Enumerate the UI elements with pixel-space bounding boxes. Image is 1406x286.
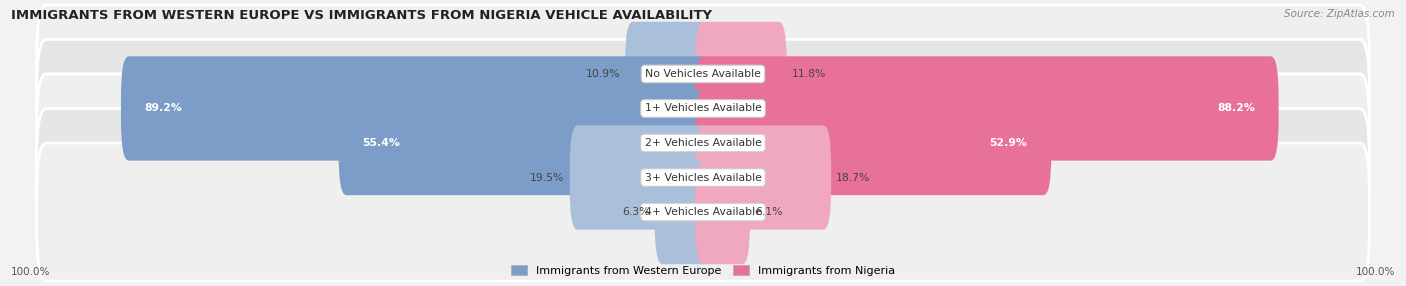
Text: 1+ Vehicles Available: 1+ Vehicles Available (644, 104, 762, 114)
Text: 3+ Vehicles Available: 3+ Vehicles Available (644, 172, 762, 182)
Text: 89.2%: 89.2% (145, 104, 183, 114)
Text: 2+ Vehicles Available: 2+ Vehicles Available (644, 138, 762, 148)
Text: 4+ Vehicles Available: 4+ Vehicles Available (644, 207, 762, 217)
Text: 6.3%: 6.3% (621, 207, 650, 217)
FancyBboxPatch shape (37, 5, 1369, 143)
Text: 6.1%: 6.1% (755, 207, 783, 217)
FancyBboxPatch shape (655, 160, 710, 264)
FancyBboxPatch shape (37, 108, 1369, 247)
Text: 55.4%: 55.4% (363, 138, 401, 148)
Text: IMMIGRANTS FROM WESTERN EUROPE VS IMMIGRANTS FROM NIGERIA VEHICLE AVAILABILITY: IMMIGRANTS FROM WESTERN EUROPE VS IMMIGR… (11, 9, 713, 21)
FancyBboxPatch shape (696, 125, 831, 230)
Text: Source: ZipAtlas.com: Source: ZipAtlas.com (1284, 9, 1395, 19)
FancyBboxPatch shape (696, 160, 749, 264)
FancyBboxPatch shape (339, 91, 710, 195)
Text: 18.7%: 18.7% (837, 172, 870, 182)
FancyBboxPatch shape (696, 22, 787, 126)
FancyBboxPatch shape (37, 143, 1369, 281)
FancyBboxPatch shape (696, 56, 1278, 161)
Text: No Vehicles Available: No Vehicles Available (645, 69, 761, 79)
Text: 10.9%: 10.9% (585, 69, 620, 79)
FancyBboxPatch shape (696, 91, 1052, 195)
FancyBboxPatch shape (569, 125, 710, 230)
Text: 100.0%: 100.0% (11, 267, 51, 277)
Text: 88.2%: 88.2% (1218, 104, 1254, 114)
Text: 19.5%: 19.5% (530, 172, 565, 182)
Legend: Immigrants from Western Europe, Immigrants from Nigeria: Immigrants from Western Europe, Immigran… (506, 261, 900, 280)
FancyBboxPatch shape (37, 39, 1369, 178)
Text: 100.0%: 100.0% (1355, 267, 1395, 277)
FancyBboxPatch shape (626, 22, 710, 126)
FancyBboxPatch shape (121, 56, 710, 161)
Text: 52.9%: 52.9% (990, 138, 1028, 148)
Text: 11.8%: 11.8% (792, 69, 827, 79)
FancyBboxPatch shape (37, 74, 1369, 212)
